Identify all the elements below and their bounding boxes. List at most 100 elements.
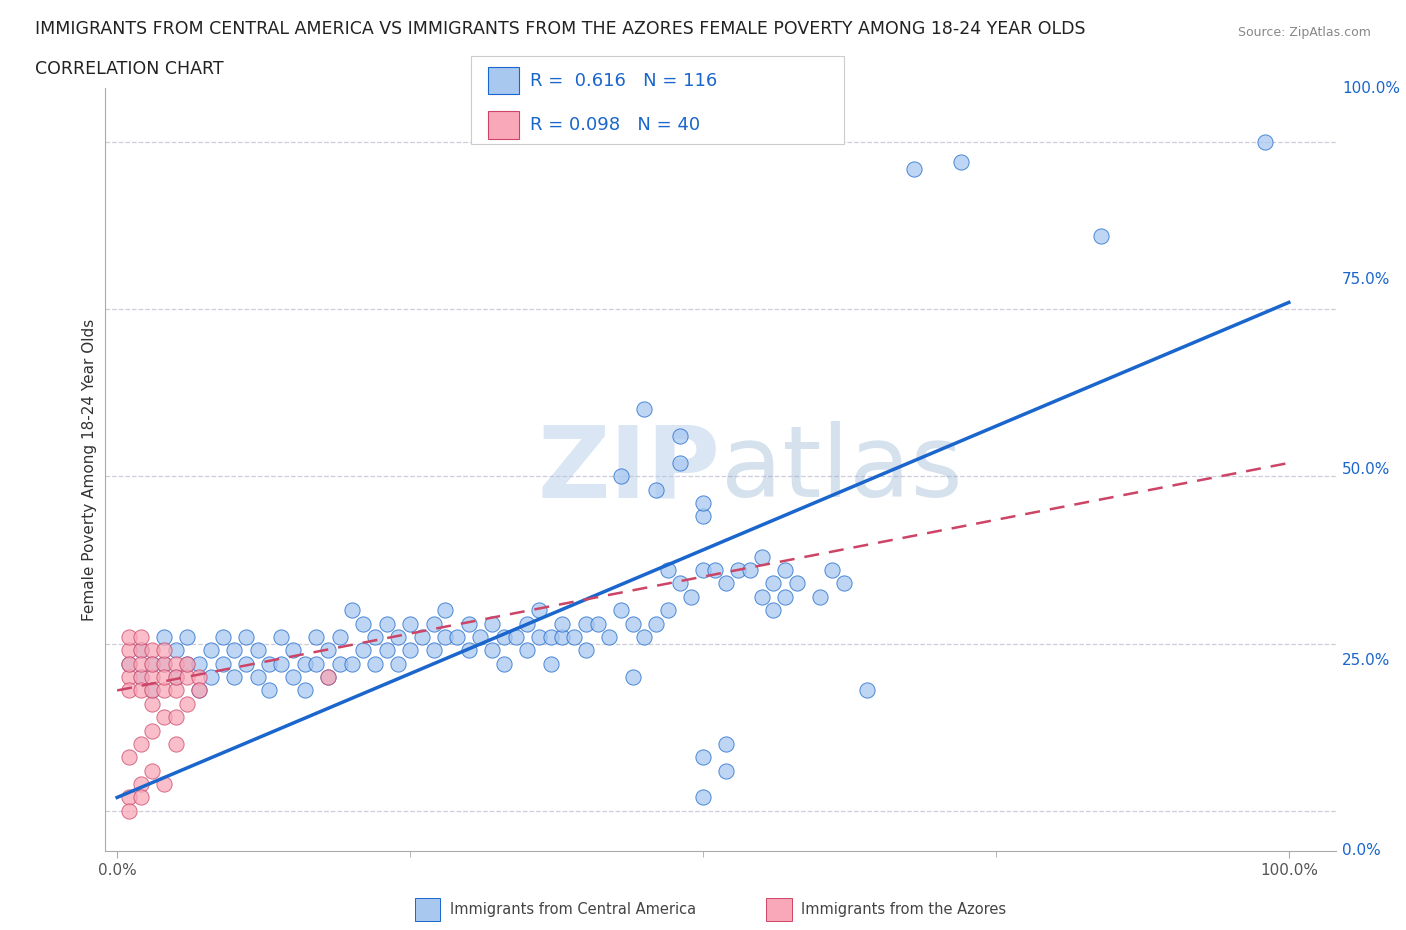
Point (633, 630, 655, 644)
Point (129, 683, 152, 698)
Point (1090, 228, 1112, 243)
Text: 0.0%: 0.0% (1341, 844, 1381, 858)
Point (692, 496, 714, 511)
Point (141, 643, 163, 658)
Point (821, 563, 844, 578)
Point (118, 790, 141, 804)
Point (786, 576, 808, 591)
Point (692, 563, 714, 578)
Point (165, 643, 187, 658)
Point (176, 670, 198, 684)
Point (668, 429, 690, 444)
Point (681, 590, 703, 604)
Point (657, 563, 679, 578)
Point (316, 643, 339, 658)
Point (270, 657, 292, 671)
Point (153, 643, 176, 658)
Point (129, 670, 152, 684)
Point (235, 657, 257, 671)
Point (129, 737, 152, 751)
Point (492, 630, 515, 644)
Point (364, 630, 387, 644)
Point (375, 643, 398, 658)
Point (281, 670, 304, 684)
Point (399, 616, 422, 631)
Point (316, 670, 339, 684)
Point (399, 643, 422, 658)
Point (387, 657, 409, 671)
Point (294, 657, 316, 671)
Point (129, 670, 152, 684)
Point (165, 657, 187, 671)
Point (211, 657, 233, 671)
Point (387, 630, 409, 644)
Point (153, 777, 176, 791)
Point (457, 643, 479, 658)
Text: atlas: atlas (721, 421, 962, 518)
Point (481, 616, 503, 631)
Point (903, 161, 925, 176)
Point (141, 657, 163, 671)
Point (153, 670, 176, 684)
Point (516, 643, 538, 658)
Point (645, 483, 668, 498)
Point (716, 576, 738, 591)
Point (411, 630, 433, 644)
Point (516, 616, 538, 631)
Point (141, 657, 163, 671)
Point (434, 630, 457, 644)
Point (727, 563, 749, 578)
Point (527, 603, 550, 618)
Point (1254, 135, 1277, 150)
Point (668, 576, 690, 591)
Point (762, 603, 785, 618)
Point (118, 630, 141, 644)
Point (200, 643, 222, 658)
Point (118, 804, 141, 818)
Y-axis label: Female Poverty Among 18-24 Year Olds: Female Poverty Among 18-24 Year Olds (82, 319, 97, 621)
Text: 75.0%: 75.0% (1341, 272, 1391, 286)
Point (141, 683, 163, 698)
Point (422, 616, 444, 631)
Point (129, 643, 152, 658)
Point (527, 630, 550, 644)
Point (118, 750, 141, 764)
Point (773, 590, 796, 604)
Point (575, 616, 598, 631)
Point (153, 710, 176, 724)
Point (375, 616, 398, 631)
Point (645, 616, 668, 631)
Point (481, 643, 503, 658)
Point (305, 630, 328, 644)
Point (808, 590, 831, 604)
Text: 100.0%: 100.0% (1341, 81, 1400, 96)
Point (153, 657, 176, 671)
Point (703, 563, 725, 578)
Point (188, 683, 211, 698)
Point (141, 764, 163, 778)
Point (129, 777, 152, 791)
Point (352, 643, 374, 658)
Point (329, 657, 352, 671)
Point (692, 750, 714, 764)
Point (129, 630, 152, 644)
Point (586, 616, 609, 631)
Point (118, 657, 141, 671)
Point (470, 630, 492, 644)
Point (352, 616, 374, 631)
Point (751, 550, 773, 565)
Text: CORRELATION CHART: CORRELATION CHART (35, 60, 224, 78)
Point (949, 154, 972, 169)
Point (188, 657, 211, 671)
Point (540, 657, 562, 671)
Point (751, 590, 773, 604)
Point (364, 657, 387, 671)
Point (575, 643, 598, 658)
Point (856, 683, 879, 698)
Point (118, 683, 141, 698)
Point (246, 670, 269, 684)
Point (773, 563, 796, 578)
Point (294, 683, 316, 698)
Point (716, 764, 738, 778)
Point (621, 670, 644, 684)
